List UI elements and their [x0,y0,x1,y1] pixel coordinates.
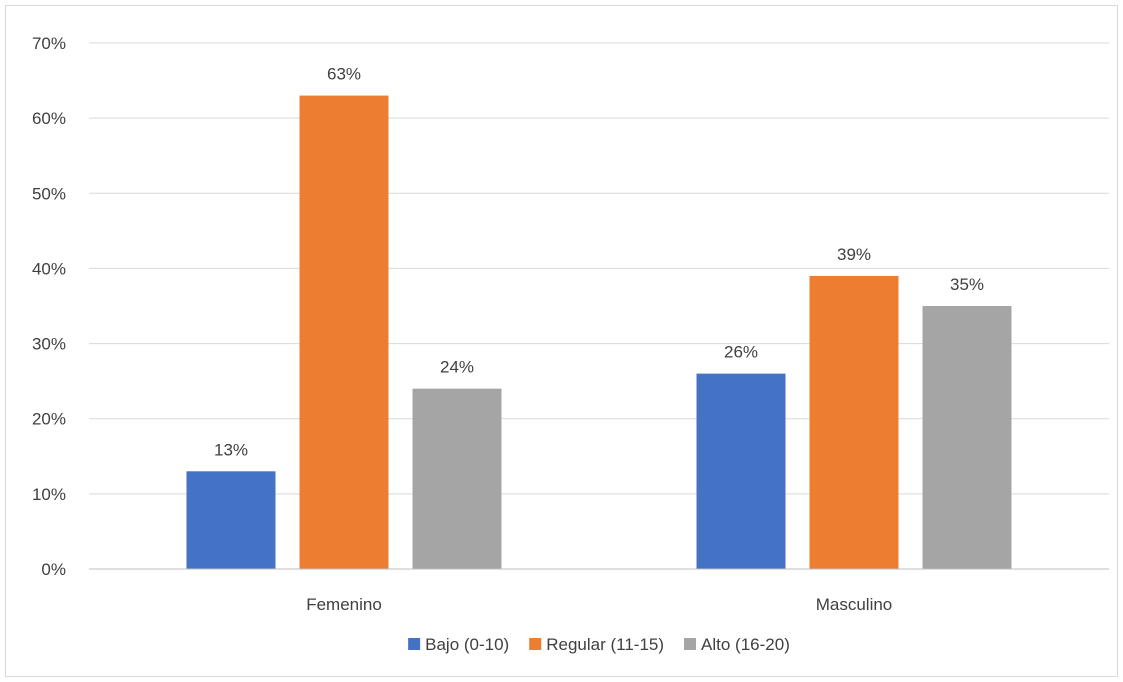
y-tick-label: 40% [32,259,66,278]
data-label: 35% [950,275,984,294]
y-tick-label: 20% [32,410,66,429]
bar-regular-masculino [809,275,899,569]
legend-label: Bajo (0-10) [425,635,509,654]
data-label: 39% [837,245,871,264]
legend-swatch [529,638,542,650]
bar-regular-femenino [299,95,389,569]
data-label: 24% [440,358,474,377]
x-category-label: Masculino [816,595,893,614]
bar-alto-femenino [412,388,502,569]
x-axis: Femenino Masculino [89,568,1109,614]
data-labels: 13% 63% 24% 26% 39% 35% [214,65,984,460]
legend-label: Alto (16-20) [701,635,790,654]
bars [186,95,1012,569]
legend-swatch [408,638,421,650]
y-tick-label: 30% [32,335,66,354]
bar-alto-masculino [922,306,1012,569]
y-tick-label: 10% [32,485,66,504]
data-label: 63% [327,65,361,84]
y-tick-label: 70% [32,34,66,53]
legend-item-alto: Alto (16-20) [684,635,790,654]
chart-container: 0% 10% 20% 30% 40% 50% 60% 70% 13% 63% 24% 26% 39% 3… [5,5,1118,677]
legend-item-bajo: Bajo (0-10) [408,635,509,654]
legend: Bajo (0-10) Regular (11-15) Alto (16-20) [408,635,790,654]
y-tick-label: 60% [32,109,66,128]
y-axis: 0% 10% 20% 30% 40% 50% 60% 70% [32,34,66,579]
bar-chart: 0% 10% 20% 30% 40% 50% 60% 70% 13% 63% 24% 26% 39% 3… [32,34,1109,654]
data-label: 13% [214,440,248,459]
legend-item-regular: Regular (11-15) [529,635,664,654]
legend-swatch [684,638,697,650]
y-tick-label: 50% [32,184,66,203]
x-category-label: Femenino [306,595,382,614]
bar-bajo-femenino [186,471,276,569]
legend-label: Regular (11-15) [546,635,664,654]
bar-bajo-masculino [696,373,786,569]
data-label: 26% [724,343,758,362]
y-tick-label: 0% [41,560,66,579]
